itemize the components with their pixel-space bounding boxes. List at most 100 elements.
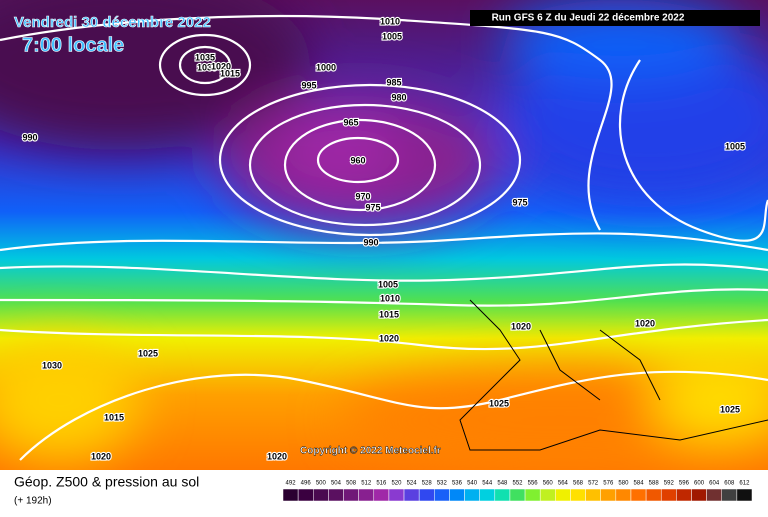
isobar-label: 1005: [725, 141, 745, 151]
time: 7:00 locale: [22, 34, 124, 56]
scale-tick-label: 492: [286, 481, 297, 487]
isobar-label: 985: [386, 77, 401, 87]
isobar-label: 1005: [382, 31, 402, 41]
scale-swatch: [403, 488, 420, 502]
date: Vendredi 30 décembre 2022: [14, 14, 211, 31]
scale-tick-label: 600: [694, 481, 705, 487]
scale-swatch: [600, 488, 617, 502]
scale-tick-label: 556: [528, 481, 539, 487]
scale-swatch: [464, 488, 480, 502]
scale-tick-label: 496: [301, 481, 312, 487]
isobar-label: 1020: [511, 321, 531, 331]
isobar-label: 1015: [379, 309, 399, 319]
isobar-label: 1010: [380, 293, 400, 303]
scale-tick-label: 532: [437, 481, 448, 487]
scale-tick-label: 504: [331, 481, 342, 487]
isobar-label: 1025: [720, 404, 740, 414]
scale-tick-label: 508: [346, 481, 357, 487]
scale-swatch: [494, 488, 511, 502]
color-scale: 492 496 500 504 508 512 516 520 524 528 532 536 540 5…: [282, 481, 753, 502]
scale-swatch: [358, 488, 375, 502]
isobar-label: 995: [301, 80, 316, 90]
scale-swatch: [676, 488, 692, 502]
footer-title: Géop. Z500 & pression au sol: [14, 474, 199, 490]
scale-tick-label: 572: [588, 481, 599, 487]
isobar-label: 1020: [635, 318, 655, 328]
scale-swatch: [524, 488, 541, 502]
scale-tick-label: 560: [543, 481, 554, 487]
scale-swatch: [645, 488, 662, 502]
scale-tick-label: 516: [376, 481, 387, 487]
isobar-label: 1000: [316, 62, 336, 72]
scale-tick-label: 612: [739, 481, 750, 487]
isobar-label: 980: [391, 92, 406, 102]
isobar-label: 1010: [380, 16, 400, 26]
scale-tick-label: 544: [482, 481, 493, 487]
scale-swatch: [555, 488, 571, 502]
isobars: [0, 14, 768, 461]
scale-tick-label: 580: [618, 481, 629, 487]
scale-swatch: [660, 488, 677, 502]
scale-swatch: [630, 488, 647, 502]
scale-swatch: [313, 488, 329, 502]
isobar-label: 975: [512, 197, 527, 207]
isobar-label: 1025: [138, 348, 158, 358]
scale-swatch: [721, 488, 738, 502]
scale-tick-label: 604: [709, 481, 720, 487]
scale-swatch: [509, 488, 526, 502]
scale-tick-label: 576: [603, 481, 614, 487]
scale-tick-label: 528: [422, 481, 433, 487]
scale-tick-label: 584: [634, 481, 645, 487]
scale-tick-label: 536: [452, 481, 463, 487]
isobar-label: 990: [363, 237, 378, 247]
scale-tick-label: 512: [361, 481, 372, 487]
scale-tick-label: 552: [512, 481, 523, 487]
scale-swatch: [449, 488, 465, 502]
isobar-label: 965: [343, 117, 358, 127]
scale-swatch: [343, 488, 359, 502]
isobar-label: 1005: [378, 279, 398, 289]
scale-tick-label: 564: [558, 481, 569, 487]
isobar-label: 975: [365, 202, 380, 212]
isobar-label: 1015: [220, 68, 240, 78]
isobar-label: 1020: [211, 61, 231, 71]
scale-swatch: [691, 488, 707, 502]
isobar-label: 970: [355, 191, 370, 201]
scale-swatch: [418, 488, 435, 502]
run-info: Run GFS 6 Z du Jeudi 22 décembre 2022: [492, 13, 685, 24]
scale-tick-label: 596: [679, 481, 690, 487]
scale-swatch: [373, 488, 390, 502]
scale-tick-label: 588: [649, 481, 660, 487]
scale-tick-label: 592: [664, 481, 675, 487]
isobar-label: 1020: [379, 333, 399, 343]
scale-swatch: [539, 488, 556, 502]
coastlines: [459, 299, 768, 451]
isobar-label: 1015: [104, 412, 124, 422]
scale-swatch: [706, 488, 722, 502]
isobar-label: 1035: [195, 52, 215, 62]
footer-subtitle: (+ 192h): [14, 496, 52, 507]
isobar-label: 1020: [91, 451, 111, 461]
scale-swatch: [615, 488, 632, 502]
scale-tick-label: 524: [407, 481, 418, 487]
run-box: [470, 10, 760, 26]
scale-swatch: [570, 488, 586, 502]
scale-tick-label: 500: [316, 481, 327, 487]
scale-swatch: [736, 488, 753, 502]
scale-swatch: [328, 488, 344, 502]
copyright: Copyright © 2022 Meteociel.fr: [300, 446, 441, 457]
scale-tick-label: 520: [391, 481, 402, 487]
scale-tick-label: 568: [573, 481, 584, 487]
scale-tick-label: 540: [467, 481, 478, 487]
isobar-label: 960: [350, 155, 365, 165]
isobar-label: 1030: [42, 360, 62, 370]
scale-swatch: [282, 488, 299, 502]
scale-tick-label: 548: [497, 481, 508, 487]
isobar-label: 990: [22, 132, 37, 142]
scale-swatch: [585, 488, 601, 502]
isobar-label: 1025: [489, 398, 509, 408]
isobar-label: 1030: [197, 62, 217, 72]
isobar-label: 1020: [267, 451, 287, 461]
scale-swatch: [479, 488, 496, 502]
